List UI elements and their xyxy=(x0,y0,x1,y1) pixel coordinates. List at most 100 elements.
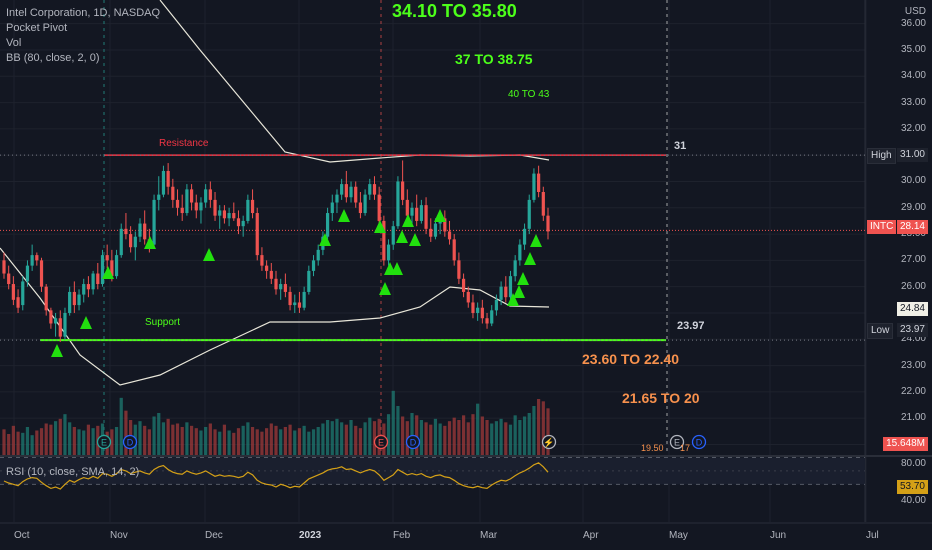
time-tick-jun: Jun xyxy=(770,530,787,541)
volume-bar xyxy=(11,425,15,455)
candle-body xyxy=(274,278,278,290)
volume-bar xyxy=(452,417,456,455)
candle-body xyxy=(513,260,517,277)
ticker-tag: INTC xyxy=(867,220,897,234)
volume-bar xyxy=(227,430,231,455)
candle-body xyxy=(72,291,76,306)
candle-body xyxy=(218,210,222,216)
volume-bar xyxy=(138,421,142,455)
volume-bar xyxy=(522,416,527,455)
time-tick-apr: Apr xyxy=(583,530,599,541)
candle-body xyxy=(335,194,339,203)
candle-body xyxy=(311,260,316,271)
volume-bar xyxy=(246,422,250,455)
volume-bar xyxy=(396,406,400,455)
volume-bar xyxy=(143,425,147,455)
candle-body xyxy=(227,213,231,219)
price-tick: 26.00 xyxy=(900,280,926,292)
price-tick: 29.00 xyxy=(900,201,926,213)
pocket-pivot-marker xyxy=(319,233,331,246)
pocket-pivot-marker xyxy=(391,262,403,275)
candle-body xyxy=(255,213,259,256)
volume-bar xyxy=(91,428,95,455)
volume-bar xyxy=(386,414,391,455)
volume-bar xyxy=(189,425,194,455)
candle-body xyxy=(171,186,175,200)
volume-bar xyxy=(349,420,353,455)
candle-body xyxy=(377,194,381,221)
candle-body xyxy=(354,186,358,203)
event-icon-letter: E xyxy=(101,438,107,448)
candle-body xyxy=(133,236,137,248)
volume-bar xyxy=(49,424,53,455)
candle-body xyxy=(485,318,489,324)
candle-body xyxy=(138,223,142,237)
candle-body xyxy=(415,207,419,221)
candle-body xyxy=(330,202,334,214)
volume-bar xyxy=(250,427,255,455)
volume-bar xyxy=(68,422,72,455)
resistance-value-label: 31 xyxy=(674,140,687,152)
volume-bar xyxy=(293,430,297,455)
candle-body xyxy=(58,318,62,337)
candle-body xyxy=(358,202,363,214)
candle-body xyxy=(269,270,273,279)
time-tick-feb: Feb xyxy=(393,530,411,541)
volume-bar xyxy=(391,390,395,455)
volume-bar xyxy=(166,418,170,455)
candle-body xyxy=(105,255,109,261)
volume-bar xyxy=(288,424,292,455)
volume-bar xyxy=(424,422,428,455)
candle-body xyxy=(429,228,433,237)
candle-body xyxy=(157,194,161,200)
candle-body xyxy=(419,205,423,221)
candle-body xyxy=(204,189,208,203)
pocket-pivot-marker xyxy=(144,236,156,249)
candle-body xyxy=(77,294,81,306)
volume-bar xyxy=(114,427,119,455)
candle-body xyxy=(279,284,283,290)
price-tick: 36.00 xyxy=(900,17,926,29)
volume-bar xyxy=(35,430,39,455)
candle-body xyxy=(316,249,320,261)
candle-body xyxy=(537,173,541,192)
rsi-tick-40: 40.00 xyxy=(900,495,926,506)
volume-bar xyxy=(2,429,6,455)
low-value-badge: 23.97 xyxy=(896,323,928,337)
indicator-pocket-pivot[interactable]: Pocket Pivot xyxy=(6,22,68,34)
price-axis-unit: USD xyxy=(904,6,926,17)
volume-bar xyxy=(236,428,241,455)
price-tick: 34.00 xyxy=(900,70,926,82)
target-annotation-6-b: 17 xyxy=(680,443,691,453)
candle-body xyxy=(86,284,91,290)
volume-bar xyxy=(30,435,34,455)
volume-bar xyxy=(185,422,189,455)
event-icon-letter: D xyxy=(410,438,417,448)
event-icon-letter: D xyxy=(696,438,703,448)
volume-bar xyxy=(485,420,489,455)
volume-bar xyxy=(447,421,452,455)
event-icon xyxy=(691,434,707,450)
volume-bar xyxy=(63,414,67,455)
candle-body xyxy=(405,199,409,216)
high-label: High xyxy=(867,148,896,164)
volume-bar xyxy=(208,423,212,455)
indicator-bollinger-bands[interactable]: BB (80, close, 2, 0) xyxy=(6,52,100,64)
indicator-volume[interactable]: Vol xyxy=(6,37,22,49)
volume-bar xyxy=(513,415,517,455)
volume-bar xyxy=(508,424,513,455)
rsi-legend[interactable]: RSI (10, close, SMA, 14, 2) xyxy=(6,466,140,478)
pocket-pivot-marker xyxy=(507,293,519,306)
candle-body xyxy=(110,260,114,277)
support-value-label: 23.97 xyxy=(677,320,705,332)
bollinger-lower-band xyxy=(0,247,550,386)
pocket-pivot-marker xyxy=(402,214,414,227)
candle-body xyxy=(7,273,11,285)
candle-body xyxy=(236,218,241,227)
volume-bar xyxy=(110,429,114,455)
candle-body xyxy=(307,270,311,292)
candle-body xyxy=(443,218,447,232)
symbol-title[interactable]: Intel Corporation, 1D, NASDAQ xyxy=(6,7,161,19)
volume-bar xyxy=(222,424,227,455)
